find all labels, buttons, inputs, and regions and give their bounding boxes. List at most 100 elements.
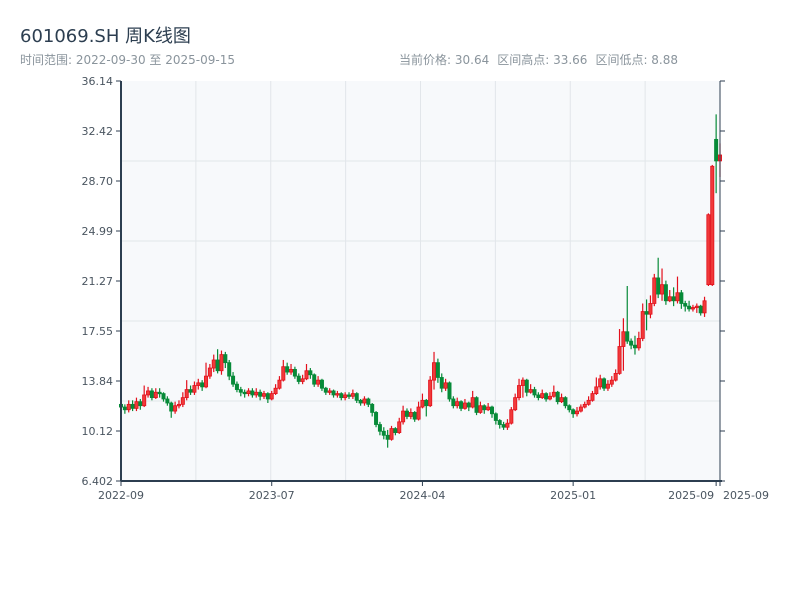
candle-up [652, 277, 657, 304]
candle-up [675, 292, 680, 302]
x-tick-label: 2022-09 [98, 489, 144, 502]
candle-down [435, 362, 440, 378]
candle-up [509, 409, 514, 424]
candle-down [188, 389, 193, 393]
y-tick-label: 6.402 [82, 475, 114, 488]
candle-up [335, 393, 340, 396]
candle-down [231, 375, 236, 385]
candle-down [308, 370, 313, 376]
candle-down [563, 397, 568, 407]
y-tick-label: 10.12 [82, 425, 114, 438]
price-stats: 当前价格: 30.64 区间高点: 33.66 区间低点: 8.88 [399, 51, 686, 68]
candle-down [644, 311, 649, 315]
candle-up [710, 165, 715, 286]
candle-up [609, 379, 614, 385]
candle-up [505, 422, 510, 428]
candle-down [358, 399, 363, 404]
candle-up [254, 391, 259, 396]
x-tick-label: 2025-01 [550, 489, 596, 502]
candle-down [671, 296, 676, 302]
candle-down [501, 424, 506, 428]
candle-down [130, 403, 135, 409]
candle-down [459, 401, 464, 409]
range-high: 区间高点: 33.66 [497, 53, 588, 67]
candle-up [176, 403, 181, 407]
candle-up [528, 389, 533, 393]
candle-down [323, 387, 328, 393]
candle-down [571, 409, 576, 415]
candle-up [416, 406, 421, 420]
candle-up [617, 346, 622, 374]
candle-up [146, 390, 151, 396]
candle-up [173, 405, 178, 412]
y-tick-label: 36.14 [82, 75, 114, 88]
candle-down [466, 402, 471, 408]
candle-up [640, 311, 645, 339]
candle-up [142, 394, 147, 407]
candle-up [420, 399, 425, 408]
candle-down [683, 303, 688, 307]
candle-down [687, 305, 692, 310]
candle-down [629, 340, 634, 346]
candle-down [200, 382, 205, 388]
candle-down [714, 138, 719, 162]
candle-up [578, 406, 583, 412]
y-tick-label: 24.99 [82, 225, 114, 238]
candle-down [385, 434, 390, 440]
candle-down [602, 378, 607, 389]
candle-down [374, 412, 379, 425]
candle-down [157, 391, 162, 395]
candle-down [393, 428, 398, 434]
candle-down [238, 389, 243, 393]
candle-down [161, 393, 166, 400]
candle-up [204, 375, 209, 388]
candle-down [439, 377, 444, 389]
candle-down [296, 375, 301, 382]
candle-up [300, 378, 305, 382]
candle-up [462, 402, 467, 409]
candle-up [621, 331, 626, 347]
candle-up [246, 390, 251, 394]
candle-down [250, 390, 255, 396]
y-tick-label: 13.84 [82, 375, 114, 388]
candle-up [153, 391, 158, 399]
candle-up [289, 368, 294, 373]
candle-down [567, 405, 572, 411]
candle-down [424, 399, 429, 407]
candle-up [316, 379, 321, 385]
candle-down [404, 410, 409, 417]
candle-up [362, 398, 367, 404]
candle-down [339, 393, 344, 399]
candle-up [277, 379, 282, 389]
candle-down [656, 277, 661, 295]
candle-up [397, 421, 402, 434]
candle-up [196, 382, 201, 386]
candle-up [180, 397, 185, 405]
candle-down [138, 401, 143, 407]
y-tick-label: 28.70 [82, 175, 114, 188]
candle-up [540, 393, 545, 399]
candle-up [694, 305, 699, 309]
candle-up [192, 385, 197, 393]
candle-up [486, 406, 491, 411]
candle-up [586, 399, 591, 405]
candle-down [555, 391, 560, 403]
candle-down [489, 406, 494, 415]
candle-down [447, 382, 452, 400]
candle-up [443, 382, 448, 389]
candle-up [478, 405, 483, 413]
candle-up [667, 296, 672, 302]
candle-down [265, 393, 270, 400]
candle-up [559, 397, 564, 403]
candle-down [227, 362, 232, 377]
candle-down [354, 393, 359, 401]
candle-up [134, 401, 139, 409]
candle-up [269, 393, 274, 400]
candle-down [544, 393, 549, 400]
chart-title: 601069.SH 周K线图 [20, 26, 191, 47]
candle-up [184, 389, 189, 399]
candle-up [304, 370, 309, 380]
candle-up [551, 391, 556, 397]
candle-up [702, 300, 707, 314]
candle-down [223, 354, 228, 364]
